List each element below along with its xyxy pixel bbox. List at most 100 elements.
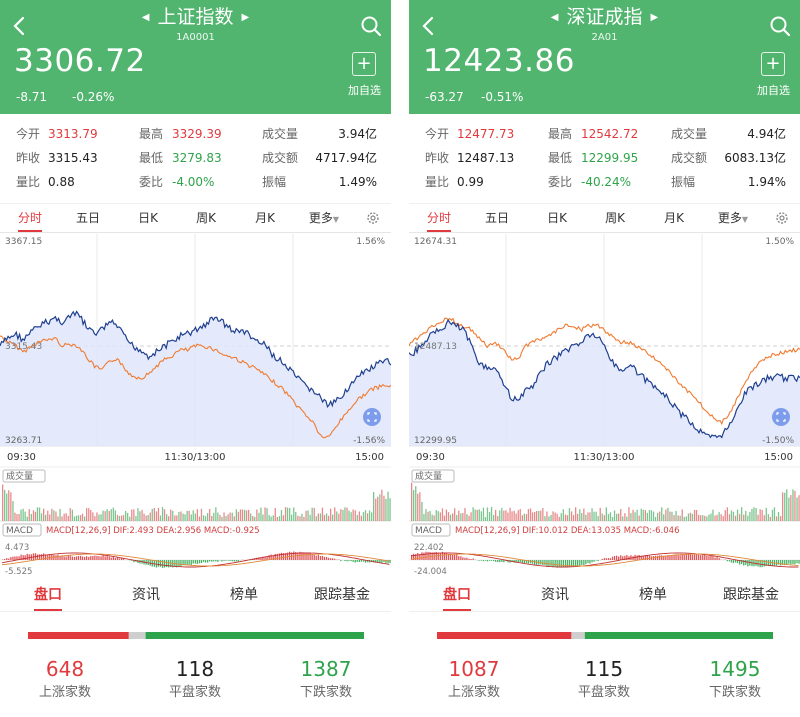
macd-bar — [375, 560, 377, 563]
macd-bar — [266, 556, 268, 560]
prev-index-icon[interactable]: ◀ — [550, 11, 559, 23]
volume-bar — [229, 512, 231, 521]
index-panel-shanghai: ◀ 上证指数 ▶ 1A0001 3306.72 -8.71 -0.26% + 加自选… — [0, 0, 391, 717]
volume-bar — [456, 514, 458, 521]
volume-bar — [168, 516, 170, 521]
volume-bar — [505, 510, 507, 521]
macd-bar — [718, 558, 720, 560]
up-count-box: 648 上涨家数 — [0, 657, 130, 705]
back-arrow-icon[interactable] — [6, 12, 34, 40]
tab-news[interactable]: 资讯 — [132, 587, 160, 603]
tab-daily-k[interactable]: 日K — [547, 211, 567, 225]
volume-bar — [482, 507, 485, 521]
volume-bar — [654, 517, 657, 521]
volume-bar — [14, 512, 16, 521]
intraday-chart[interactable]: 3367.15 1.56% 3315.43 3263.71 -1.56% 09:30 11:… — [0, 234, 391, 464]
volume-bar — [24, 511, 26, 521]
macd-bar — [464, 557, 466, 560]
prev-index-icon[interactable]: ◀ — [141, 11, 150, 23]
title-row: ◀ 深证成指 ▶ — [409, 6, 800, 29]
volume-bar — [145, 515, 147, 521]
macd-bar — [303, 552, 305, 560]
tab-tracking-funds[interactable]: 跟踪基金 — [723, 587, 779, 603]
tab-rankings[interactable]: 榜单 — [230, 587, 258, 603]
tab-intraday[interactable]: 分时 — [425, 204, 453, 232]
volume-bar — [307, 510, 309, 521]
gear-icon[interactable] — [774, 210, 790, 226]
tab-order-book[interactable]: 盘口 — [443, 580, 471, 611]
volume-bar — [763, 515, 765, 521]
volume-bar — [254, 516, 256, 521]
bottom-tabs: 盘口 资讯 榜单 跟踪基金 — [409, 580, 800, 612]
tab-more[interactable]: 更多▼ — [713, 204, 753, 234]
fullscreen-icon[interactable] — [363, 408, 381, 426]
add-watchlist-button[interactable]: + — [761, 52, 785, 76]
volume-tag[interactable]: 成交量 — [415, 470, 442, 482]
stat-label: 成交量 — [671, 127, 708, 141]
add-watchlist-label[interactable]: 加自选 — [757, 84, 790, 97]
tab-order-book[interactable]: 盘口 — [34, 580, 62, 611]
macd-bar — [425, 551, 427, 560]
tab-monthly-k[interactable]: 月K — [255, 211, 275, 225]
volume-bar — [81, 513, 84, 521]
add-watchlist-button[interactable]: + — [352, 52, 376, 76]
search-icon[interactable] — [768, 14, 792, 38]
volume-tag[interactable]: 成交量 — [6, 470, 33, 482]
gear-icon[interactable] — [365, 210, 381, 226]
fullscreen-icon[interactable] — [772, 408, 790, 426]
macd-bar — [229, 560, 231, 561]
volume-bar — [609, 512, 612, 521]
stat-prev-close: 3315.43 — [48, 151, 98, 165]
axis-min-pct-label: -1.56% — [353, 436, 385, 446]
intraday-chart[interactable]: 12674.31 1.50% 12487.13 12299.95 -1.50% 09:30… — [409, 234, 800, 464]
tab-rankings[interactable]: 榜单 — [639, 587, 667, 603]
volume-bar — [661, 507, 663, 521]
volume-bar — [260, 507, 262, 521]
search-icon[interactable] — [359, 14, 383, 38]
macd-bar — [188, 560, 190, 565]
macd-bar — [679, 555, 681, 560]
volume-bar — [176, 515, 178, 521]
tab-monthly-k[interactable]: 月K — [664, 211, 684, 225]
macd-tag[interactable]: MACD — [6, 526, 33, 536]
macd-bar — [577, 560, 579, 566]
axis-max-label: 3367.15 — [5, 237, 42, 247]
back-arrow-icon[interactable] — [415, 12, 443, 40]
tab-news[interactable]: 资讯 — [541, 587, 569, 603]
volume-bar — [118, 515, 121, 521]
tab-weekly-k[interactable]: 周K — [196, 211, 216, 225]
volume-bar — [149, 512, 151, 521]
tab-daily-k[interactable]: 日K — [138, 211, 158, 225]
tab-more[interactable]: 更多▼ — [304, 204, 344, 234]
volume-bar — [143, 513, 145, 521]
macd-tag[interactable]: MACD — [415, 526, 442, 536]
tab-intraday[interactable]: 分时 — [16, 204, 44, 232]
tab-weekly-k[interactable]: 周K — [605, 211, 625, 225]
tab-tracking-funds[interactable]: 跟踪基金 — [314, 587, 370, 603]
macd-bar — [470, 559, 472, 560]
tab-five-day[interactable]: 五日 — [75, 211, 100, 225]
volume-bar — [305, 510, 307, 521]
next-index-icon[interactable]: ▶ — [650, 11, 659, 23]
tab-five-day[interactable]: 五日 — [484, 211, 509, 225]
volume-bar — [454, 508, 456, 521]
volume-bar — [334, 507, 336, 521]
macd-bar — [769, 560, 771, 566]
add-watchlist-label[interactable]: 加自选 — [348, 84, 381, 97]
index-code: 2A01 — [591, 32, 618, 43]
volume-bar — [712, 509, 714, 521]
volume-bar — [170, 509, 172, 521]
volume-bar — [503, 510, 505, 521]
panel-divider — [391, 0, 409, 717]
volume-bar — [474, 509, 476, 521]
volume-bar — [100, 514, 102, 521]
next-index-icon[interactable]: ▶ — [241, 11, 250, 23]
volume-bar — [587, 512, 589, 521]
volume-bar — [595, 511, 597, 521]
volume-bar — [691, 513, 694, 521]
volume-bar — [237, 511, 239, 521]
macd-bar — [439, 552, 441, 560]
macd-bar — [454, 554, 456, 560]
stats-row: 昨收 3315.43 最低 3279.83 成交额 4717.94亿 — [0, 146, 391, 170]
macd-bar — [315, 555, 317, 560]
